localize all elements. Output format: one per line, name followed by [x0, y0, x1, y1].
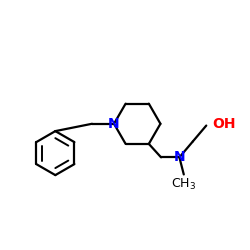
Text: OH: OH	[212, 117, 236, 131]
Text: CH$_3$: CH$_3$	[171, 177, 196, 192]
Text: N: N	[108, 117, 119, 131]
Text: N: N	[174, 150, 185, 164]
